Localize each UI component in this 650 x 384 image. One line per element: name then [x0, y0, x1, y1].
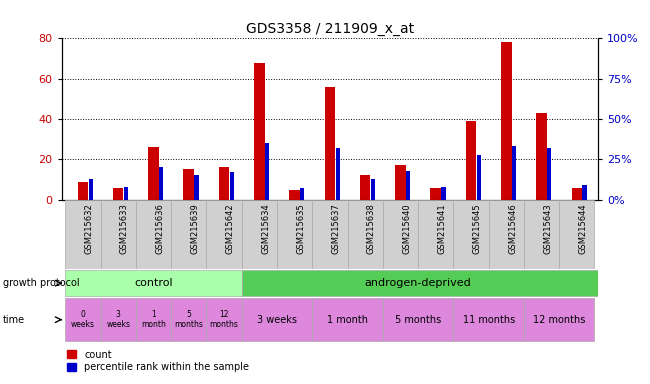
Bar: [430, 188, 441, 200]
Text: GSM215640: GSM215640: [402, 203, 411, 254]
Text: 1 month: 1 month: [327, 314, 368, 325]
Text: GSM215634: GSM215634: [261, 203, 270, 254]
Bar: [501, 42, 512, 200]
Bar: [77, 182, 88, 200]
FancyBboxPatch shape: [101, 298, 136, 341]
Text: 3 weeks: 3 weeks: [257, 314, 297, 325]
FancyBboxPatch shape: [418, 200, 453, 269]
Text: growth protocol: growth protocol: [3, 278, 80, 288]
Text: 12
months: 12 months: [209, 310, 239, 329]
Text: 3
weeks: 3 weeks: [106, 310, 130, 329]
Text: time: time: [3, 314, 25, 325]
Bar: [324, 87, 335, 200]
Text: 5
months: 5 months: [174, 310, 203, 329]
Text: GSM215644: GSM215644: [578, 203, 588, 254]
Legend: count, percentile rank within the sample: count, percentile rank within the sample: [66, 349, 249, 372]
FancyBboxPatch shape: [453, 200, 489, 269]
Bar: [582, 185, 587, 200]
Text: GSM215643: GSM215643: [543, 203, 552, 254]
Text: GSM215635: GSM215635: [296, 203, 306, 254]
FancyBboxPatch shape: [171, 200, 207, 269]
Text: GSM215646: GSM215646: [508, 203, 517, 254]
Title: GDS3358 / 211909_x_at: GDS3358 / 211909_x_at: [246, 22, 414, 36]
Bar: [395, 166, 406, 200]
Bar: [219, 167, 229, 200]
Bar: [159, 167, 163, 200]
Text: GSM215632: GSM215632: [84, 203, 94, 254]
Bar: [183, 169, 194, 200]
Bar: [88, 179, 93, 200]
FancyBboxPatch shape: [489, 200, 524, 269]
Text: GSM215638: GSM215638: [367, 203, 376, 254]
Bar: [512, 146, 516, 200]
Bar: [124, 187, 128, 200]
FancyBboxPatch shape: [171, 298, 207, 341]
FancyBboxPatch shape: [65, 270, 242, 296]
Text: GSM215641: GSM215641: [437, 203, 447, 254]
FancyBboxPatch shape: [65, 200, 101, 269]
Bar: [571, 188, 582, 200]
Text: GSM215639: GSM215639: [190, 203, 200, 254]
Text: GSM215633: GSM215633: [120, 203, 129, 254]
FancyBboxPatch shape: [242, 298, 312, 341]
FancyBboxPatch shape: [207, 200, 242, 269]
Text: GSM215637: GSM215637: [332, 203, 341, 254]
Text: control: control: [134, 278, 173, 288]
FancyBboxPatch shape: [65, 298, 101, 341]
Bar: [406, 170, 410, 200]
Bar: [265, 143, 269, 200]
Bar: [289, 190, 300, 200]
FancyBboxPatch shape: [242, 200, 277, 269]
Text: androgen-deprived: androgen-deprived: [365, 278, 471, 288]
Bar: [370, 179, 375, 200]
Bar: [113, 188, 124, 200]
Bar: [360, 175, 370, 200]
FancyBboxPatch shape: [277, 200, 312, 269]
Text: 12 months: 12 months: [533, 314, 586, 325]
FancyBboxPatch shape: [312, 298, 383, 341]
Text: 5 months: 5 months: [395, 314, 441, 325]
Bar: [536, 113, 547, 200]
Bar: [476, 154, 481, 200]
Bar: [254, 63, 265, 200]
FancyBboxPatch shape: [312, 200, 348, 269]
Bar: [229, 172, 234, 200]
Text: GSM215642: GSM215642: [226, 203, 235, 254]
Text: 11 months: 11 months: [463, 314, 515, 325]
Text: GSM215636: GSM215636: [155, 203, 164, 254]
Bar: [335, 148, 340, 200]
Bar: [441, 187, 446, 200]
FancyBboxPatch shape: [242, 270, 598, 296]
FancyBboxPatch shape: [136, 200, 171, 269]
FancyBboxPatch shape: [524, 200, 559, 269]
Bar: [465, 121, 476, 200]
Text: 0
weeks: 0 weeks: [71, 310, 95, 329]
Bar: [300, 189, 304, 200]
FancyBboxPatch shape: [559, 200, 595, 269]
Text: GSM215645: GSM215645: [473, 203, 482, 254]
Bar: [148, 147, 159, 200]
FancyBboxPatch shape: [453, 298, 524, 341]
FancyBboxPatch shape: [136, 298, 171, 341]
FancyBboxPatch shape: [207, 298, 242, 341]
FancyBboxPatch shape: [101, 200, 136, 269]
FancyBboxPatch shape: [348, 200, 383, 269]
Bar: [194, 175, 199, 200]
FancyBboxPatch shape: [524, 298, 595, 341]
FancyBboxPatch shape: [383, 200, 418, 269]
Text: 1
month: 1 month: [141, 310, 166, 329]
FancyBboxPatch shape: [383, 298, 453, 341]
Bar: [547, 148, 551, 200]
